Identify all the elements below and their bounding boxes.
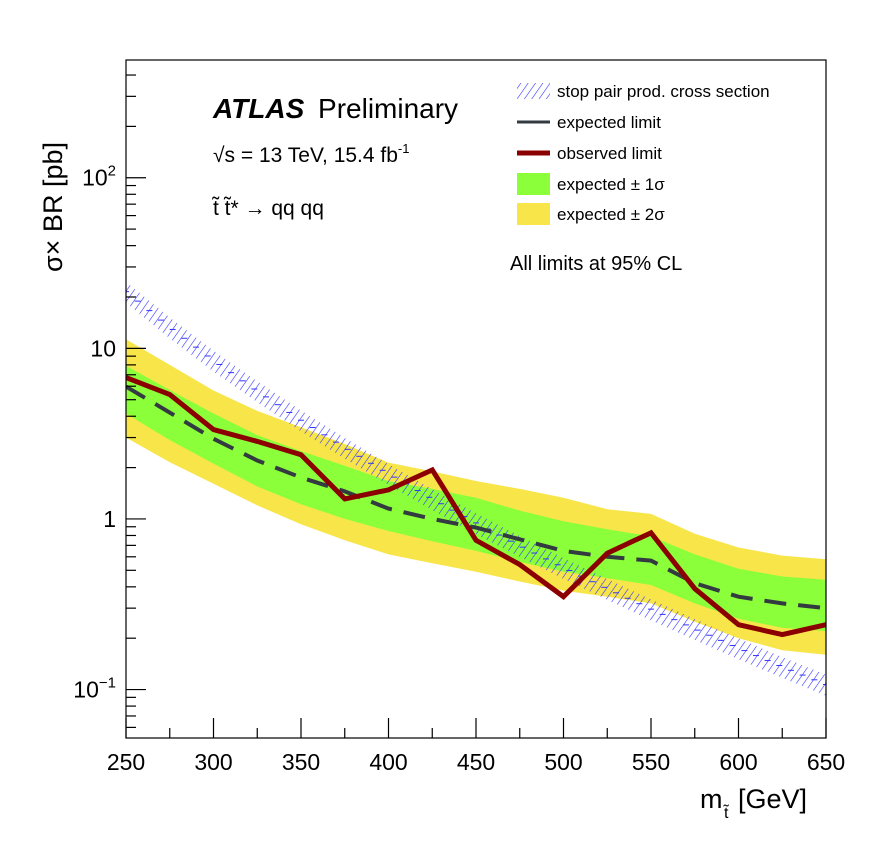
- hatched-swatch-icon: [517, 83, 550, 99]
- legend-label: expected limit: [557, 113, 661, 132]
- energy-lumi-label: √s = 13 TeV, 15.4 fb-1: [213, 141, 409, 167]
- y-axis-tick-labels: 10−1 1 10 102: [73, 163, 116, 703]
- energy-lumi-superscript: -1: [398, 141, 410, 156]
- expected-1sigma-band: [126, 365, 826, 632]
- yellow-swatch-icon: [517, 203, 550, 225]
- legend-item-expected: expected limit: [517, 113, 661, 132]
- x-tick-label: 600: [719, 749, 757, 775]
- legend-item-2sigma: expected ± 2σ: [517, 203, 665, 225]
- atlas-label-status: Preliminary: [318, 93, 458, 124]
- legend-label: observed limit: [557, 144, 662, 163]
- x-tick-label: 250: [107, 749, 145, 775]
- x-tick-label: 350: [282, 749, 320, 775]
- x-axis-label-unit: [GeV]: [738, 784, 807, 814]
- x-tick-label: 300: [194, 749, 232, 775]
- x-axis-label-m: m: [700, 784, 723, 814]
- legend-item-cross-section: stop pair prod. cross section: [517, 82, 770, 101]
- cross-section-markers: [126, 291, 826, 686]
- observed-limit-line: [126, 375, 826, 638]
- y-axis-label: σ× BR [pb]: [38, 142, 68, 272]
- legend-item-1sigma: expected ± 1σ: [517, 173, 665, 195]
- legend: stop pair prod. cross section expected l…: [510, 82, 770, 275]
- x-axis-tick-labels: 250 300 350 400 450 500 550 600 650: [107, 749, 845, 775]
- confidence-level-note: All limits at 95% CL: [510, 253, 682, 275]
- green-swatch-icon: [517, 173, 550, 195]
- x-tick-label: 450: [457, 749, 495, 775]
- x-tick-label: 500: [544, 749, 582, 775]
- y-tick-label: 102: [82, 163, 116, 191]
- atlas-label-experiment: ATLAS: [212, 93, 305, 124]
- expected-limit-line: [126, 384, 826, 611]
- y-axis-ticks: [126, 74, 146, 728]
- legend-item-observed: observed limit: [517, 144, 662, 163]
- energy-lumi-text: √s = 13 TeV, 15.4 fb: [213, 144, 398, 167]
- legend-label: stop pair prod. cross section: [557, 82, 770, 101]
- x-tick-label: 650: [807, 749, 845, 775]
- process-label: t̃ t̃* → qq qq: [211, 197, 324, 220]
- y-tick-label: 10: [90, 335, 116, 361]
- legend-label: expected ± 2σ: [557, 205, 665, 224]
- legend-label: expected ± 1σ: [557, 175, 665, 194]
- y-tick-label: 1: [103, 506, 116, 532]
- x-axis-ticks: [125, 718, 827, 738]
- atlas-label: ATLAS Preliminary: [212, 93, 458, 124]
- cross-section-hatched-band: [126, 281, 826, 696]
- plot-area: [126, 281, 826, 696]
- x-tick-label: 550: [632, 749, 670, 775]
- x-axis-label: m t̃ [GeV]: [700, 784, 807, 822]
- y-tick-label: 10−1: [73, 675, 116, 703]
- x-axis-label-subscript: t̃: [722, 803, 729, 822]
- x-tick-label: 400: [369, 749, 407, 775]
